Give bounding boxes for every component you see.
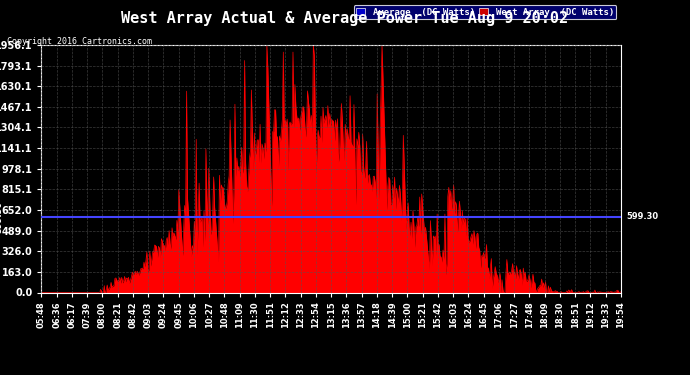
Text: 599.30: 599.30	[0, 201, 3, 233]
Text: West Array Actual & Average Power Tue Aug 9 20:02: West Array Actual & Average Power Tue Au…	[121, 11, 569, 26]
Text: Copyright 2016 Cartronics.com: Copyright 2016 Cartronics.com	[7, 38, 152, 46]
Text: 599.30: 599.30	[627, 212, 659, 221]
Legend: Average  (DC Watts), West Array  (DC Watts): Average (DC Watts), West Array (DC Watts…	[354, 5, 616, 20]
